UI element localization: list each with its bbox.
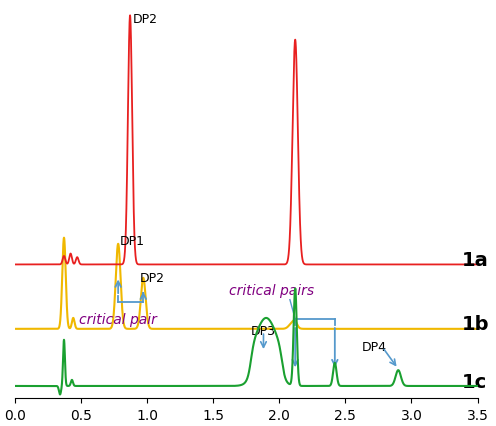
Text: DP2: DP2: [133, 13, 158, 26]
Text: DP2: DP2: [139, 271, 164, 284]
Text: DP4: DP4: [361, 340, 386, 353]
Text: DP1: DP1: [120, 234, 144, 248]
Text: 1b: 1b: [462, 315, 489, 334]
Text: critical pairs: critical pairs: [229, 284, 314, 297]
Text: 1a: 1a: [462, 250, 489, 269]
Text: 1c: 1c: [462, 372, 487, 391]
Text: DP3: DP3: [250, 324, 275, 337]
Text: critical pair: critical pair: [78, 312, 156, 326]
